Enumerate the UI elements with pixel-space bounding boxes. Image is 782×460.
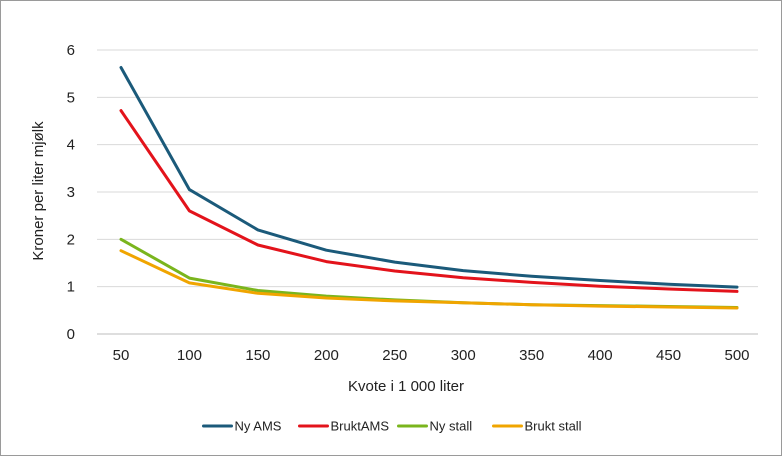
legend-item-brukt-stall: Brukt stall: [492, 419, 582, 434]
legend: Ny AMS BruktAMS Ny stall Brukt stall: [202, 419, 582, 434]
y-tick-label: 6: [67, 42, 75, 59]
legend-label: Ny stall: [430, 419, 473, 434]
series-lines: [119, 66, 739, 310]
x-tick-label: 50: [113, 347, 130, 364]
x-tick-label: 350: [519, 347, 544, 364]
x-tick-label: 300: [451, 347, 476, 364]
x-tick-label: 100: [177, 347, 202, 364]
y-tick-label: 4: [67, 137, 75, 154]
series-line-brukt-stall: [119, 249, 739, 310]
x-tick-label: 150: [245, 347, 270, 364]
y-tick-label: 0: [67, 326, 75, 343]
series-line-ny-ams: [119, 66, 739, 289]
x-tick-label: 450: [656, 347, 681, 364]
x-tick-labels: 50 100 150 200 250 300 350 400 450 500: [113, 347, 750, 364]
x-tick-label: 400: [588, 347, 613, 364]
legend-item-bruktams: BruktAMS: [298, 419, 390, 434]
x-tick-label: 500: [724, 347, 749, 364]
legend-label: Brukt stall: [525, 419, 582, 434]
y-tick-labels: 0 1 2 3 4 5 6: [67, 42, 75, 343]
legend-label: Ny AMS: [235, 419, 282, 434]
y-tick-label: 5: [67, 89, 75, 106]
y-tick-label: 2: [67, 231, 75, 248]
legend-item-ny-ams: Ny AMS: [202, 419, 282, 434]
x-tick-label: 200: [314, 347, 339, 364]
y-tick-label: 1: [67, 279, 75, 296]
x-tick-label: 250: [382, 347, 407, 364]
y-axis-title: Kroner per liter mjølk: [30, 121, 47, 261]
series-line-bruktams: [119, 109, 739, 293]
y-tick-label: 3: [67, 184, 75, 201]
legend-label: BruktAMS: [331, 419, 390, 434]
x-axis-title: Kvote i 1 000 liter: [348, 378, 464, 395]
legend-item-ny-stall: Ny stall: [397, 419, 473, 434]
